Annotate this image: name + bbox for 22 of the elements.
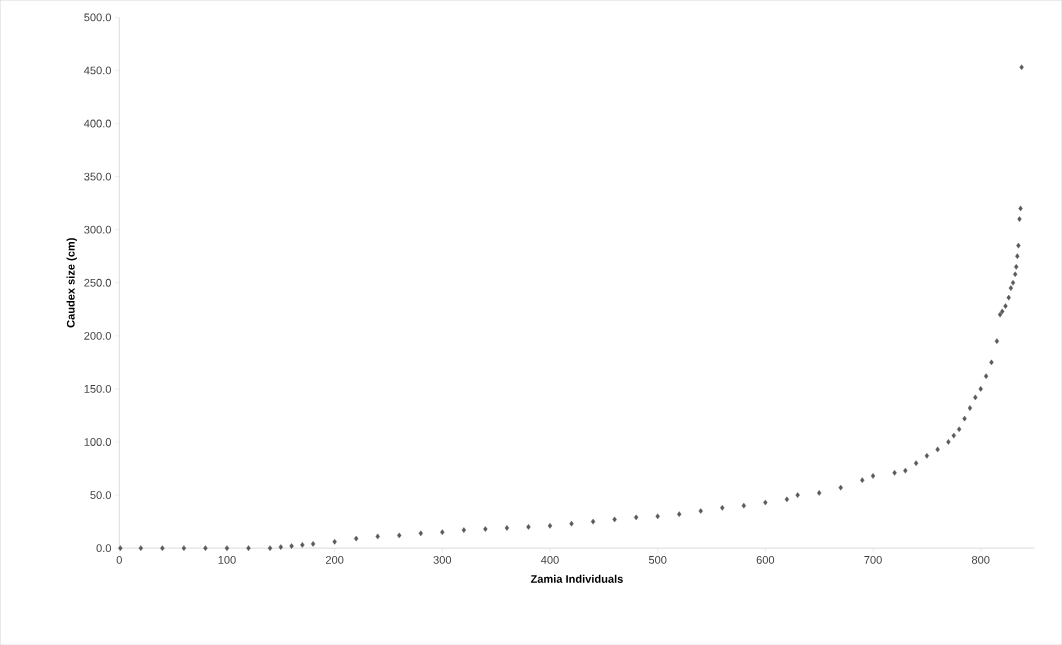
x-tick-label: 300 bbox=[433, 555, 452, 564]
y-tick-label: 350.0 bbox=[84, 172, 111, 181]
x-tick-label: 0 bbox=[116, 555, 122, 564]
x-tick-label: 600 bbox=[756, 555, 775, 564]
y-tick-label: 0.0 bbox=[96, 544, 111, 552]
y-axis-title: Caudex size (cm) bbox=[66, 238, 77, 328]
x-tick-label: 500 bbox=[648, 555, 667, 564]
y-tick-label: 200.0 bbox=[84, 331, 111, 340]
y-tick-label: 50.0 bbox=[90, 491, 111, 499]
x-tick-label: 100 bbox=[218, 555, 236, 564]
y-tick-label: 100.0 bbox=[84, 437, 111, 446]
x-tick-label: 700 bbox=[864, 555, 882, 564]
y-tick-label: 250.0 bbox=[84, 278, 111, 287]
x-tick-label: 800 bbox=[971, 555, 990, 564]
y-tick-label: 450.0 bbox=[84, 66, 111, 75]
y-tick-label: 400.0 bbox=[84, 119, 111, 128]
y-tick-label: 300.0 bbox=[84, 225, 111, 234]
y-tick-label: 150.0 bbox=[84, 384, 111, 393]
y-tick-label: 500.0 bbox=[84, 13, 111, 22]
x-axis-title: Zamia Individuals bbox=[530, 574, 623, 583]
x-tick-label: 200 bbox=[325, 555, 344, 564]
x-tick-label: 400 bbox=[541, 555, 559, 564]
